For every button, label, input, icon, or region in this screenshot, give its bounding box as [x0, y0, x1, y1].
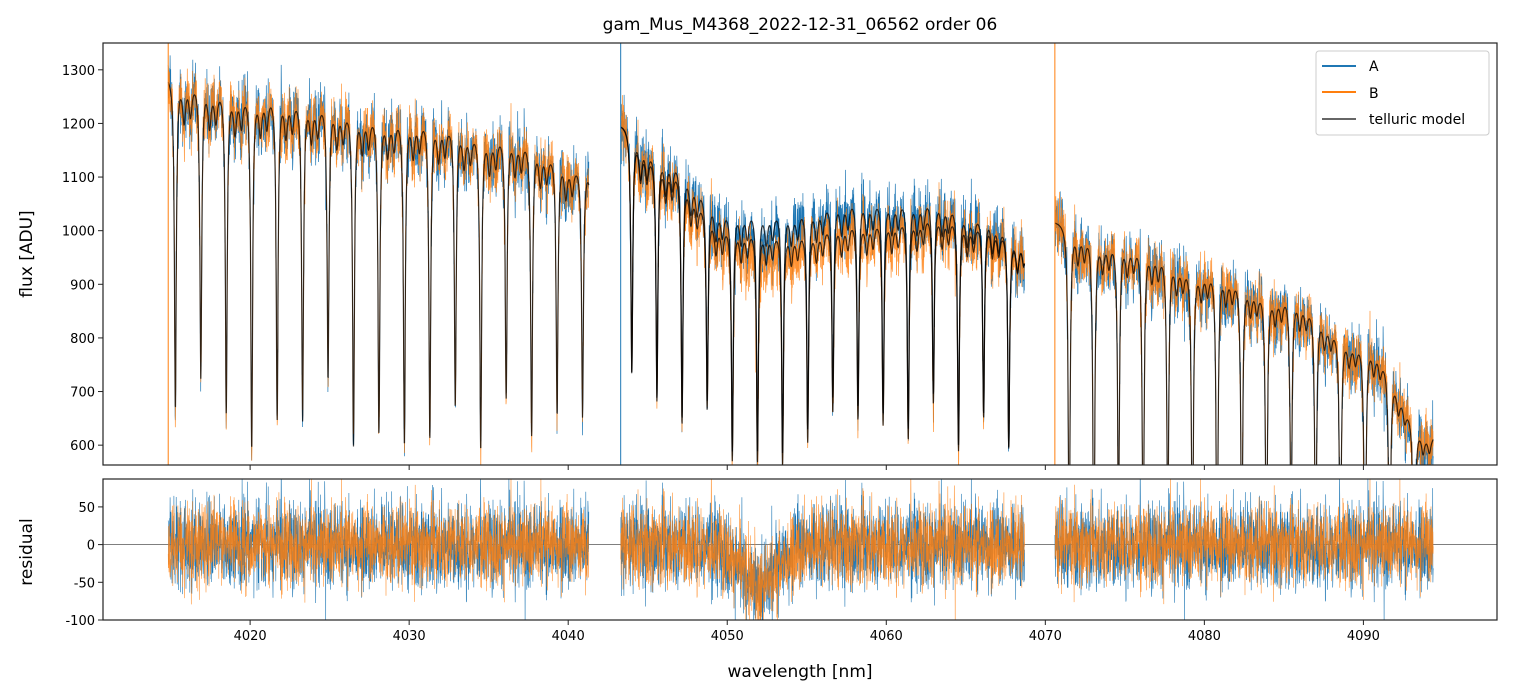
legend-box [1315, 50, 1490, 136]
x-tick-label: 4040 [552, 629, 585, 644]
y-tick-label: 800 [70, 332, 95, 347]
legend-label-a: A [1369, 59, 1379, 75]
y-tick-label: 1100 [62, 171, 95, 186]
y-tick-label: 1200 [62, 117, 95, 132]
x-tick-label: 4090 [1347, 629, 1380, 644]
series-a-segment-2 [1054, 191, 1434, 465]
y-tick-label: 900 [70, 278, 95, 293]
residual-b-segment-2 [1054, 479, 1434, 605]
x-tick-label: 4080 [1188, 629, 1221, 644]
chart-title: gam_Mus_M4368_2022-12-31_06562 order 06 [603, 15, 998, 35]
y-tick-label: -100 [65, 614, 95, 629]
x-tick-label: 4060 [870, 629, 903, 644]
y-tick-label: 600 [70, 439, 95, 454]
legend-label-b: B [1369, 86, 1379, 102]
flux-axes-frame [102, 42, 1498, 466]
telluric-model-a-segment-0 [167, 81, 590, 449]
x-tick-label: 4050 [711, 629, 744, 644]
y-tick-label: -50 [74, 576, 95, 591]
y-tick-label: 1300 [62, 64, 95, 79]
y-tick-label: 50 [78, 501, 95, 516]
flux-panel [167, 43, 1434, 465]
legend: A B telluric model [1315, 50, 1490, 136]
residual-y-axis-label: residual [17, 518, 37, 585]
x-tick-label: 4030 [393, 629, 426, 644]
residual-axes-frame [102, 478, 1498, 621]
y-tick-label: 1000 [62, 225, 95, 240]
residual-panel [103, 479, 1497, 620]
telluric-model-a-segment-2 [1054, 222, 1434, 465]
telluric-model-b-segment-1 [620, 126, 1026, 465]
x-axis-label: wavelength [nm] [727, 662, 872, 682]
y-tick-label: 700 [70, 386, 95, 401]
residual-b-segment-1 [620, 479, 1025, 620]
x-tick-label: 4020 [234, 629, 267, 644]
x-tick-label: 4070 [1029, 629, 1062, 644]
y-tick-label: 0 [87, 539, 95, 554]
flux-y-axis-label: flux [ADU] [17, 210, 37, 297]
residual-b-segment-0 [167, 479, 590, 605]
axis-ticks: 4020 4030 4040 4050 4060 4070 4080 4090 600 700 80… [62, 64, 1380, 644]
legend-label-model: telluric model [1369, 112, 1465, 128]
